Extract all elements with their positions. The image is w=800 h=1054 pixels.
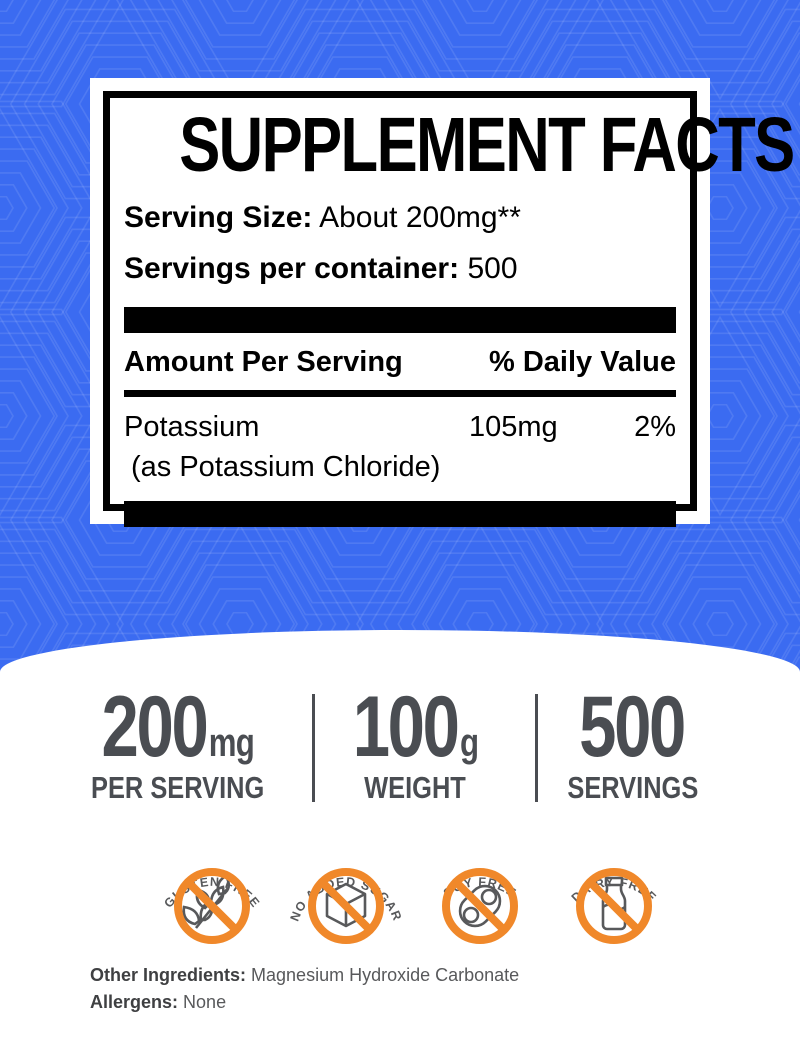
nutrient-amount: 105mg xyxy=(469,411,558,443)
serving-size-label: Serving Size: xyxy=(124,201,313,234)
stat-label: SERVINGS xyxy=(567,770,699,806)
prohibited-circle xyxy=(308,868,384,944)
dairy-free-badge: DAIRY FREE xyxy=(569,868,658,944)
stat-per-serving: 200mg PER SERVING xyxy=(0,679,312,805)
panel-border: SUPPLEMENT FACTS Serving Size: About 200… xyxy=(103,91,795,527)
nutrient-name-detail: (as Potassium Chloride) xyxy=(131,450,441,483)
prohibited-circle xyxy=(174,868,250,944)
soy-free-badge: SOY FREE xyxy=(441,868,518,944)
other-ingredients-line: Other Ingredients: Magnesium Hydroxide C… xyxy=(90,962,800,989)
gluten-free-badge: GLUTEN FREE xyxy=(161,868,262,944)
ingredients-footer: Other Ingredients: Magnesium Hydroxide C… xyxy=(90,962,800,1016)
header-rule xyxy=(124,390,676,397)
prohibited-circle xyxy=(576,868,652,944)
supplement-facts-panel: SUPPLEMENT FACTS Serving Size: About 200… xyxy=(90,78,795,527)
allergens-value: None xyxy=(183,992,227,1012)
panel-title: SUPPLEMENT FACTS xyxy=(179,102,795,188)
stat-weight: 100g WEIGHT xyxy=(312,679,535,805)
stat-value: 200mg xyxy=(101,679,255,775)
servings-label: Servings per container: xyxy=(124,252,460,285)
allergens-label: Allergens: xyxy=(90,992,179,1012)
free-from-badges-row: GLUTEN FREE NO ADDED SUGAR xyxy=(0,836,800,950)
stats-row: 200mg PER SERVING 100g WEIGHT 500 SERVIN… xyxy=(0,679,800,805)
no-added-sugar-badge: NO ADDED SUGAR xyxy=(287,868,404,944)
nutrient-name-main: Potassium xyxy=(124,411,260,443)
lower-section: 200mg PER SERVING 100g WEIGHT 500 SERVIN… xyxy=(0,630,800,1054)
nutrition-header-row: Amount Per Serving % Daily Value xyxy=(124,346,676,379)
divider-bar-bottom xyxy=(124,500,676,527)
divider-bar-top xyxy=(124,307,676,333)
allergens-line: Allergens: None xyxy=(90,989,800,1016)
servings-value: 500 xyxy=(467,252,518,285)
stat-label: PER SERVING xyxy=(91,770,265,806)
stat-servings: 500 SERVINGS xyxy=(535,679,800,805)
stat-unit: g xyxy=(459,721,478,765)
stat-unit: mg xyxy=(209,721,255,765)
serving-size-line: Serving Size: About 200mg** xyxy=(124,201,676,235)
daily-value-header: % Daily Value xyxy=(489,346,676,378)
servings-per-container-line: Servings per container: 500 xyxy=(124,252,676,286)
amount-per-serving-header: Amount Per Serving xyxy=(124,346,403,378)
other-ingredients-label: Other Ingredients: xyxy=(90,965,247,985)
serving-size-value: About 200mg** xyxy=(319,201,521,234)
prohibited-circle xyxy=(442,868,518,944)
stat-value: 500 xyxy=(579,679,686,775)
stat-label: WEIGHT xyxy=(364,770,466,806)
stat-value: 100g xyxy=(352,679,478,775)
nutrient-daily-value: 2% xyxy=(634,411,676,443)
nutrient-name: Potassium (as Potassium Chloride) xyxy=(124,410,469,485)
nutrient-row: Potassium (as Potassium Chloride) 105mg … xyxy=(124,410,676,485)
other-ingredients-value: Magnesium Hydroxide Carbonate xyxy=(251,965,520,985)
